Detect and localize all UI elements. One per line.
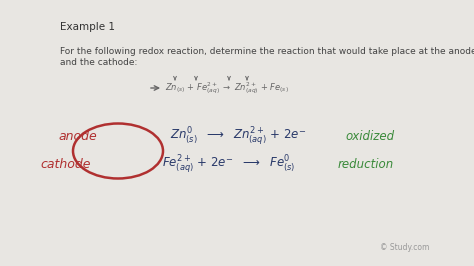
Text: $\mathit{Zn}^{0}_{\mathit{(s)}}$  $\longrightarrow$  $\mathit{Zn}^{2+}_{\mathit{: $\mathit{Zn}^{0}_{\mathit{(s)}}$ $\longr… <box>170 126 306 148</box>
Text: anode: anode <box>59 131 97 143</box>
Text: $\mathit{Zn}_{\mathit{(s)}}$ $+$ $\mathit{Fe}^{2+}_{\mathit{(aq)}}$ $\rightarrow: $\mathit{Zn}_{\mathit{(s)}}$ $+$ $\mathi… <box>165 80 289 96</box>
Text: cathode: cathode <box>41 159 91 172</box>
Text: © Study.com: © Study.com <box>380 243 429 252</box>
Text: For the following redox reaction, determine the reaction that would take place a: For the following redox reaction, determ… <box>60 47 474 56</box>
Text: and the cathode:: and the cathode: <box>60 58 137 67</box>
Text: $\mathit{Fe}^{2+}_{\mathit{(aq)}}$ $+\ 2e^{-}$  $\longrightarrow$  $\mathit{Fe}^: $\mathit{Fe}^{2+}_{\mathit{(aq)}}$ $+\ 2… <box>162 154 295 176</box>
Text: Example 1: Example 1 <box>60 22 115 32</box>
Text: oxidized: oxidized <box>345 131 394 143</box>
Text: reduction: reduction <box>338 159 394 172</box>
